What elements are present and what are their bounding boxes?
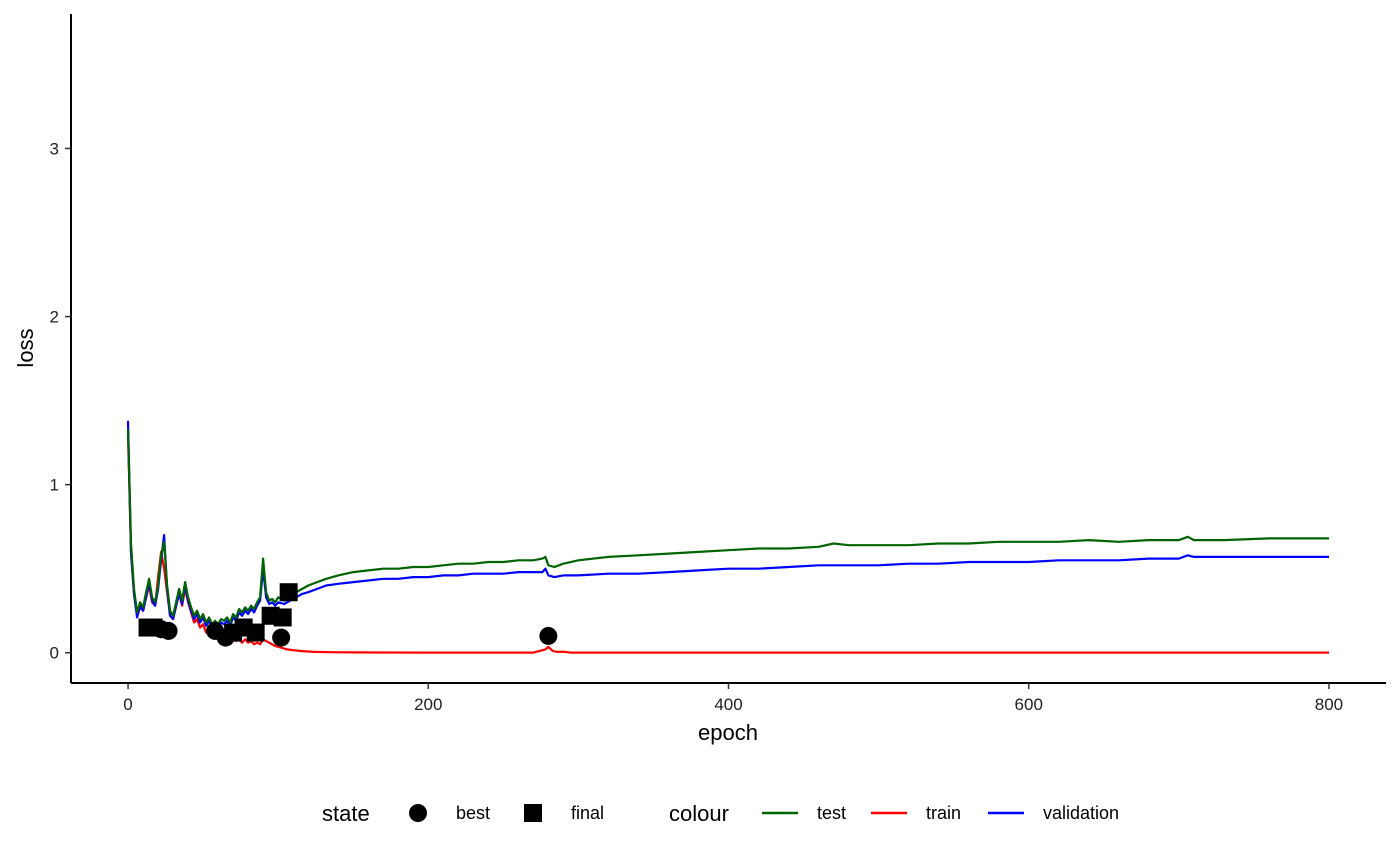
x-axis-title: epoch [698,720,758,745]
x-axis-ticks: 0 200 400 600 800 [123,683,1343,714]
marker-final-point [273,608,292,627]
series-line-train [126,434,1329,654]
y-tick-label: 0 [50,644,59,663]
y-tick-label: 2 [50,308,59,327]
x-tick-label: 400 [714,695,742,714]
marker-final-point [279,583,298,602]
x-tick-label: 800 [1315,695,1343,714]
series-line-test [126,429,1329,626]
legend-key-final-square [524,804,542,822]
legend-title-state: state [322,801,370,826]
plot-markers [138,583,558,647]
x-tick-label: 0 [123,695,132,714]
legend-key-best-circle [409,804,427,822]
marker-final-point [246,623,265,642]
legend-label-best: best [456,803,490,823]
legend-label-validation: validation [1043,803,1119,823]
y-tick-label: 3 [50,139,59,158]
legend-label-train: train [926,803,961,823]
x-tick-label: 200 [414,695,442,714]
y-axis-title: loss [13,328,38,367]
series-line-validation [126,420,1329,629]
marker-best-point [159,621,178,640]
legend-label-final: final [571,803,604,823]
y-axis-ticks: 0 1 2 3 [50,139,71,663]
y-tick-label: 1 [50,476,59,495]
marker-best-point [539,626,558,645]
legend-label-test: test [817,803,846,823]
plot-lines [126,420,1329,654]
legend-title-colour: colour [669,801,729,826]
marker-best-point [272,628,291,647]
x-tick-label: 600 [1015,695,1043,714]
legend: state best final colour test train valid… [322,801,1119,826]
